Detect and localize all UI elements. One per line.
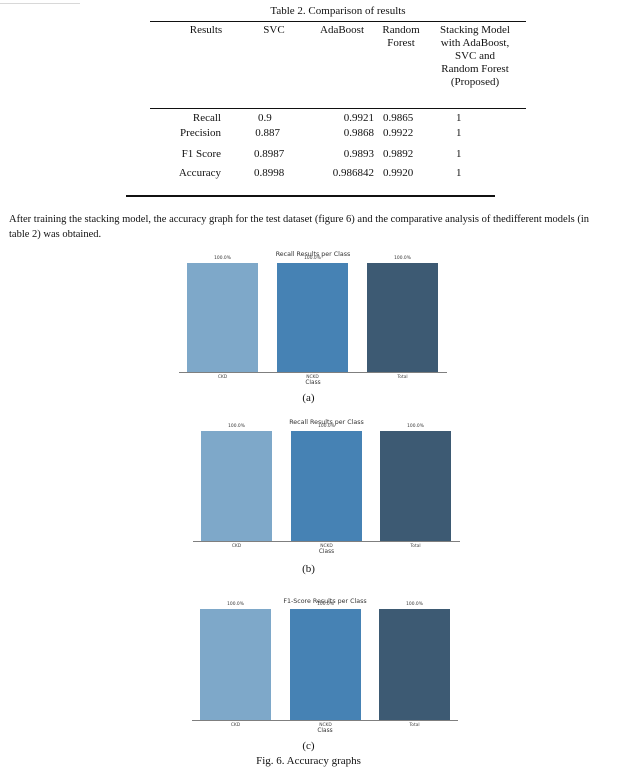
value-label-ckd: 100.0% — [228, 423, 245, 429]
chart-c-sublabel: (c) — [302, 740, 315, 752]
value-label-nckd: 100.0% — [318, 423, 335, 429]
value-label-ckd: 100.0% — [214, 255, 231, 261]
row-recall-adaboost: 0.9921 — [343, 112, 374, 124]
row-f1-svc: 0.8987 — [254, 148, 285, 160]
bar-total — [367, 263, 438, 372]
header-random-forest: Random Forest — [376, 24, 426, 50]
chart-a: Recall Results per Class 100.0% CKD 100.0% N… — [0, 246, 617, 386]
top-divider — [0, 3, 80, 4]
row-f1-stack: 1 — [456, 148, 462, 160]
row-precision-adaboost: 0.9868 — [343, 127, 374, 139]
tick-label-total: Total — [408, 722, 419, 728]
bar-ckd — [201, 431, 272, 541]
row-precision-label: Precision — [180, 127, 221, 139]
row-f1-rf: 0.9892 — [383, 148, 414, 160]
row-recall-label: Recall — [192, 112, 221, 124]
header-stack-line1: Stacking Model — [440, 24, 510, 36]
row-accuracy-svc: 0.8998 — [254, 167, 285, 179]
x-axis-label: Class — [319, 549, 334, 555]
chart-c: F1-Score Results per Class 100.0% CKD 100.0… — [0, 593, 617, 734]
row-f1-adaboost: 0.9893 — [343, 148, 374, 160]
tick-label-ckd: CKD — [218, 374, 228, 380]
chart-title: F1-Score Results per Class — [283, 598, 366, 605]
row-precision-stack: 1 — [456, 127, 462, 139]
x-axis-label: Class — [305, 380, 320, 386]
chart-a-svg: Recall Results per Class100.0%CKD100.0%N… — [179, 251, 447, 386]
table-caption: Table 2. Comparison of results — [270, 5, 406, 17]
bar-ckd — [200, 609, 271, 720]
row-recall-svc: 0.9 — [258, 112, 272, 124]
chart-b-sublabel: (b) — [302, 563, 315, 575]
header-stack-line5: (Proposed) — [450, 76, 500, 88]
table-top-rule — [150, 21, 526, 23]
header-stack-line4: Random Forest — [441, 63, 509, 75]
value-label-nckd: 100.0% — [304, 255, 321, 261]
table-header-rule — [150, 108, 526, 110]
tick-label-nckd: NCKD — [306, 374, 319, 380]
row-accuracy-stack: 1 — [456, 167, 462, 179]
row-recall-stack: 1 — [456, 112, 462, 124]
bar-nckd — [290, 609, 361, 720]
body-paragraph: After training the stacking model, the a… — [9, 214, 590, 240]
bar-ckd — [187, 263, 258, 372]
chart-b: Recall Results per Class 100.0% CKD 100.0% N… — [0, 414, 617, 555]
header-rf-line1: Random — [382, 24, 420, 36]
value-label-total: 100.0% — [407, 423, 424, 429]
tick-label-ckd: CKD — [232, 543, 242, 549]
row-accuracy-label: Accuracy — [178, 167, 221, 179]
row-f1-label: F1 Score — [181, 148, 221, 160]
row-accuracy-adaboost: 0.986842 — [332, 167, 374, 179]
figure-caption: Fig. 6. Accuracy graphs — [256, 755, 361, 767]
chart-a-sublabel: (a) — [302, 392, 315, 404]
tick-label-ckd: CKD — [231, 722, 241, 728]
header-results: Results — [189, 24, 223, 36]
bar-nckd — [291, 431, 362, 541]
value-label-total: 100.0% — [406, 601, 423, 607]
x-axis-label: Class — [317, 728, 332, 734]
chart-c-svg: F1-Score Results per Class100.0%CKD100.0… — [192, 598, 458, 734]
bar-nckd — [277, 263, 348, 372]
tick-label-total: Total — [409, 543, 420, 549]
row-precision-rf: 0.9922 — [383, 127, 414, 139]
row-precision-svc: 0.887 — [255, 127, 280, 139]
header-rf-line2: Forest — [387, 37, 415, 49]
header-svc: SVC — [263, 24, 285, 36]
tick-label-total: Total — [396, 374, 407, 380]
row-accuracy-rf: 0.9920 — [383, 167, 414, 179]
bar-total — [380, 431, 451, 541]
header-stack-line3: SVC and — [454, 50, 496, 62]
table-bottom-rule — [126, 195, 495, 197]
header-adaboost: AdaBoost — [320, 24, 364, 36]
header-stack-line2: with AdaBoost, — [440, 37, 510, 49]
chart-title: Recall Results per Class — [289, 419, 364, 426]
bar-total — [379, 609, 450, 720]
chart-b-svg: Recall Results per Class100.0%CKD100.0%N… — [193, 419, 460, 555]
value-label-ckd: 100.0% — [227, 601, 244, 607]
tick-label-nckd: NCKD — [319, 722, 332, 728]
value-label-total: 100.0% — [394, 255, 411, 261]
row-recall-rf: 0.9865 — [383, 112, 414, 124]
chart-title: Recall Results per Class — [276, 251, 351, 258]
header-stacking-model: Stacking Model with AdaBoost, SVC and Ra… — [432, 24, 518, 89]
tick-label-nckd: NCKD — [320, 543, 333, 549]
value-label-nckd: 100.0% — [317, 601, 334, 607]
